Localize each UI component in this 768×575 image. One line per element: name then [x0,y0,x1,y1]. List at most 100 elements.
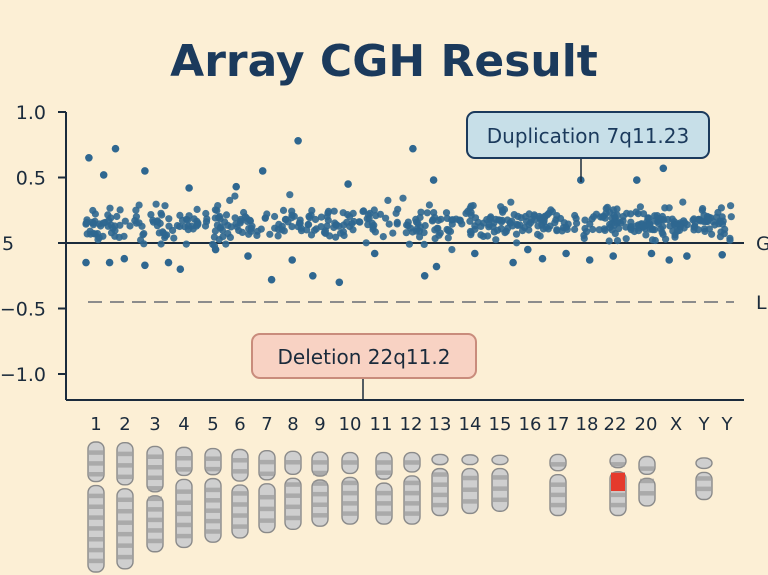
data-point [332,233,340,241]
chromosome-band [260,494,274,500]
data-point [382,214,390,222]
chromosome-band [433,502,447,508]
data-point [402,229,410,237]
chromosome-band [551,492,565,498]
data-point [557,214,565,223]
y-tick-label: 5 [2,233,14,255]
data-point [303,226,311,234]
chromosome-band [433,472,447,477]
data-point [632,222,641,230]
chromosome-band [405,511,419,516]
chromosome-label: 5 [207,414,218,435]
data-point [106,204,114,212]
data-point [668,215,676,223]
data-point-outlier [432,262,441,271]
data-point [640,222,648,231]
data-point [436,229,444,237]
chromosome-band [89,450,103,455]
chromosome-p-arm [638,455,656,475]
data-point [699,205,707,213]
chromosome-band [233,513,247,518]
data-point [421,222,429,230]
chromosome-label: Y [698,414,711,435]
data-point [107,229,116,237]
chromosome-band [313,470,327,476]
data-point [372,212,380,220]
data-point [370,206,378,214]
chromosome-band [286,460,300,465]
data-point [279,206,288,214]
chromosome-label: 3 [149,414,160,435]
chromosome-band [697,486,711,492]
data-point [466,217,474,225]
data-point-outlier [164,258,173,267]
data-point [348,219,356,228]
data-point [726,234,734,242]
chromosome-band [313,460,327,465]
y-tick-label: −1.0 [0,364,46,386]
chromosome-band [377,470,391,475]
data-point [323,222,331,230]
data-point [137,236,145,244]
chromosome-label: 12 [400,414,423,435]
data-point [308,206,316,215]
chromosome-band [463,475,477,481]
data-point [467,231,475,239]
data-point [126,222,134,230]
data-point [455,216,463,224]
chromosome-12 [403,451,421,525]
data-point [639,210,648,218]
chromosome-band [206,518,220,524]
data-point [431,235,439,243]
chromosome-band [343,511,357,516]
chromosome-Y [695,457,713,501]
data-point-outlier [105,258,114,267]
data-point [248,222,256,230]
data-point [572,214,580,222]
data-point [364,221,372,229]
data-point-outlier [335,278,344,287]
data-point [163,231,171,239]
data-point [483,216,491,224]
data-point [414,219,422,227]
chromosome-band [313,491,327,497]
data-point [666,222,674,230]
data-point [679,198,687,206]
data-point-outlier [294,137,302,145]
data-point [516,221,524,229]
data-point [423,209,431,217]
data-point [83,230,91,238]
chromosome-band [640,478,654,484]
data-point [224,229,232,238]
data-point [271,224,279,232]
data-point [94,236,102,244]
data-point [231,192,239,200]
chromosome-band [260,459,274,465]
chromosome-label: 4 [178,414,189,435]
data-point [93,230,102,238]
data-point [627,210,635,218]
chromosome-band [405,460,419,465]
chromosome-label: 2 [119,414,130,435]
chromosome-band [313,513,327,518]
chromosome-label: 6 [234,414,245,435]
data-point [564,220,572,228]
data-point [389,229,397,237]
data-point-outlier [429,176,438,184]
chromosome-band [377,460,391,465]
y-tick-label: −0.5 [0,299,46,321]
data-point-outlier [288,256,297,264]
data-point-outlier [370,249,379,258]
chromosome-band [611,502,625,508]
data-point [115,233,123,241]
chromosome-label: 17 [547,414,570,435]
data-point [416,233,424,241]
data-point [694,215,703,224]
chromosome-band [405,501,419,506]
data-point [507,198,515,206]
chromosome-22 [609,453,627,517]
data-point [330,207,338,215]
data-point [222,240,230,248]
data-point [340,221,348,229]
